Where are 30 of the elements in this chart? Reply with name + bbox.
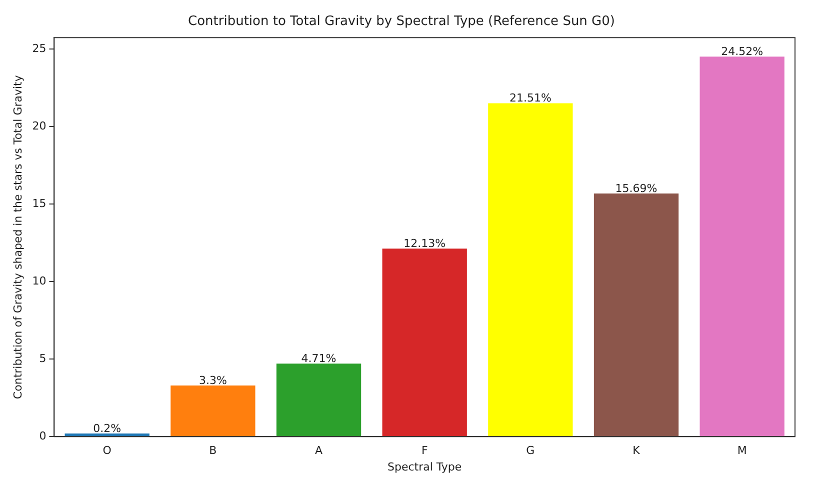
data-label: 4.71% [301,352,336,365]
data-label: 21.51% [509,92,552,105]
bar [488,103,573,436]
chart-title: Contribution to Total Gravity by Spectral Type (Reference Sun G0) [188,14,615,30]
y-axis-title: Contribution of Gravity shaped in the stars vs Total Gravity [11,74,24,400]
x-tick-label: B [209,444,217,458]
data-label: 0.2% [93,422,122,435]
y-tick-label: 5 [39,352,46,365]
x-tick-label: K [632,444,641,458]
data-label: 3.3% [198,374,227,387]
bar [64,434,150,436]
y-tick-label: 20 [32,120,46,133]
data-label: 12.13% [404,237,446,250]
bar [700,56,784,436]
bar [594,193,679,436]
x-axis-title: Spectral Type [388,460,462,474]
x-tick-label: F [421,444,428,458]
x-tick-label: A [315,444,324,458]
y-tick-label: 10 [32,274,46,288]
data-label: 15.69% [615,182,658,195]
bar [276,364,362,436]
bar [170,385,256,436]
y-tick-label: 15 [32,197,46,210]
y-tick-label: 0 [39,429,46,442]
y-tick-label: 25 [32,42,46,56]
data-label: 24.52% [721,45,764,58]
x-tick-label: G [526,444,535,458]
bar [382,248,467,436]
x-tick-label: M [737,444,747,458]
x-tick-label: O [102,444,112,458]
